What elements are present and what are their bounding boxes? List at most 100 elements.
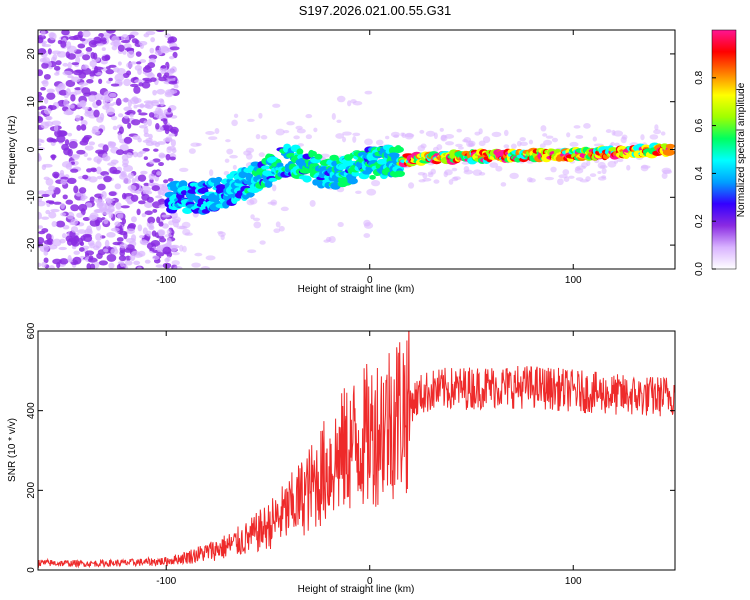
spectrogram-noise-blob	[152, 255, 160, 261]
spectrogram-noise-blob	[52, 258, 62, 265]
spectrogram-noise-blob	[117, 44, 125, 52]
spectrogram-ridge-blob	[296, 148, 304, 155]
spectrogram-noise-blob	[38, 236, 45, 244]
spectrogram-noise-blob	[38, 95, 45, 102]
spectrogram-noise-blob	[41, 261, 47, 268]
spectrogram-noise-blob	[62, 194, 68, 200]
spectrogram-faint-blob	[245, 153, 253, 160]
spectrogram-faint-blob	[166, 255, 171, 262]
spectrogram-ridge-blob	[329, 154, 339, 161]
snr-xtick-label: 0	[367, 576, 373, 587]
spectrogram-noise-blob	[79, 241, 85, 247]
spectrogram-noise-blob	[102, 144, 109, 153]
spectrogram-noise-blob	[38, 190, 47, 195]
spectrogram-faint-blob	[179, 167, 189, 172]
spectrogram-noise-blob	[112, 125, 118, 131]
spectrogram-noise-blob	[169, 245, 178, 252]
spectrogram-noise-blob	[43, 97, 49, 104]
spectrogram-noise-blob	[149, 222, 154, 229]
spectrogram-faint-blob	[491, 131, 502, 138]
spectrogram-faint-blob	[433, 132, 438, 140]
spectrogram-noise-blob	[145, 141, 155, 147]
spectrogram-noise-blob	[60, 40, 67, 48]
spectrogram-faint-blob	[526, 177, 533, 183]
spectrogram-faint-blob	[557, 178, 564, 186]
spectrogram-noise-blob	[99, 112, 105, 121]
spectrogram-faint-blob	[336, 95, 346, 103]
spectrogram-faint-blob	[463, 165, 470, 173]
spectrogram-noise-blob	[65, 235, 73, 242]
spectrogram-noise-blob	[46, 92, 56, 100]
spectrogram-faint-blob	[309, 199, 316, 207]
spectrogram-noise-blob	[137, 137, 142, 143]
spectrogram-noise-blob	[156, 72, 162, 78]
spectrogram-noise-blob	[77, 43, 86, 49]
spectrogram-noise-blob	[127, 122, 132, 129]
spectrogram-faint-blob	[445, 141, 454, 146]
spectrogram-noise-blob	[101, 190, 107, 199]
spectrogram-noise-blob	[121, 218, 127, 225]
spectrogram-noise-blob	[127, 50, 135, 59]
spectrogram-noise-blob	[119, 249, 125, 257]
spectrogram-faint-blob	[661, 172, 668, 179]
spectrogram-noise-blob	[118, 126, 124, 135]
spectrogram-noise-blob	[161, 214, 170, 218]
spectrogram-faint-blob	[247, 118, 255, 122]
spectrogram-noise-blob	[111, 35, 120, 44]
spectrogram-noise-blob	[120, 40, 130, 44]
spectrogram-faint-blob	[188, 148, 196, 154]
spectrogram-noise-blob	[101, 47, 106, 52]
spectrogram-faint-blob	[551, 137, 559, 143]
spectrogram-ridge-blob	[667, 143, 674, 151]
spectrogram-noise-blob	[118, 113, 124, 118]
spectrogram-xtick-label: 0	[367, 275, 373, 286]
spectrogram-noise-blob	[142, 148, 150, 152]
spectrogram-ridge-blob	[268, 177, 278, 182]
spectrogram-faint-blob	[601, 175, 607, 179]
spectrogram-faint-blob	[422, 172, 428, 179]
spectrogram-noise-blob	[127, 223, 136, 229]
spectrogram-faint-blob	[601, 167, 607, 175]
spectrogram-noise-blob	[155, 107, 162, 114]
spectrogram-noise-blob	[165, 153, 171, 161]
spectrogram-faint-blob	[295, 125, 303, 130]
spectrogram-noise-blob	[82, 136, 90, 141]
spectrogram-faint-blob	[444, 169, 453, 176]
spectrogram-noise-blob	[108, 92, 117, 98]
spectrogram-faint-blob	[640, 134, 645, 141]
spectrogram-faint-blob	[439, 127, 444, 132]
spectrogram-noise-blob	[115, 202, 122, 210]
spectrogram-noise-blob	[126, 62, 134, 69]
spectrogram-noise-blob	[152, 158, 161, 163]
spectrogram-ytick-label: -20	[26, 237, 37, 252]
spectrogram-noise-blob	[93, 156, 103, 163]
spectrogram-noise-blob	[143, 156, 148, 161]
spectrogram-noise-blob	[123, 115, 130, 119]
spectrogram-faint-blob	[364, 90, 373, 95]
spectrogram-noise-blob	[70, 218, 79, 226]
spectrogram-noise-blob	[43, 73, 51, 80]
spectrogram-faint-blob	[455, 143, 463, 148]
spectrogram-noise-blob	[67, 132, 73, 137]
spectrogram-noise-blob	[122, 178, 132, 185]
spectrogram-noise-blob	[167, 89, 178, 94]
spectrogram-noise-blob	[51, 154, 56, 161]
spectrogram-noise-blob	[108, 64, 117, 68]
spectrogram-noise-blob	[115, 98, 122, 106]
spectrogram-noise-blob	[79, 38, 86, 42]
spectrogram-noise-blob	[147, 72, 155, 79]
spectrogram-noise-blob	[158, 221, 164, 227]
spectrogram-faint-blob	[335, 133, 345, 139]
spectrogram-faint-blob	[519, 141, 528, 146]
spectrogram-noise-blob	[165, 75, 176, 79]
spectrogram-noise-blob	[110, 248, 119, 255]
spectrogram-noise-blob	[153, 148, 159, 152]
spectrogram-noise-blob	[130, 194, 139, 202]
spectrogram-noise-blob	[159, 237, 167, 243]
spectrogram-faint-blob	[181, 221, 191, 229]
spectrogram-faint-blob	[575, 134, 584, 139]
spectrogram-noise-blob	[105, 66, 111, 70]
spectrogram-noise-blob	[131, 250, 141, 256]
spectrogram-ridge-blob	[302, 175, 312, 183]
